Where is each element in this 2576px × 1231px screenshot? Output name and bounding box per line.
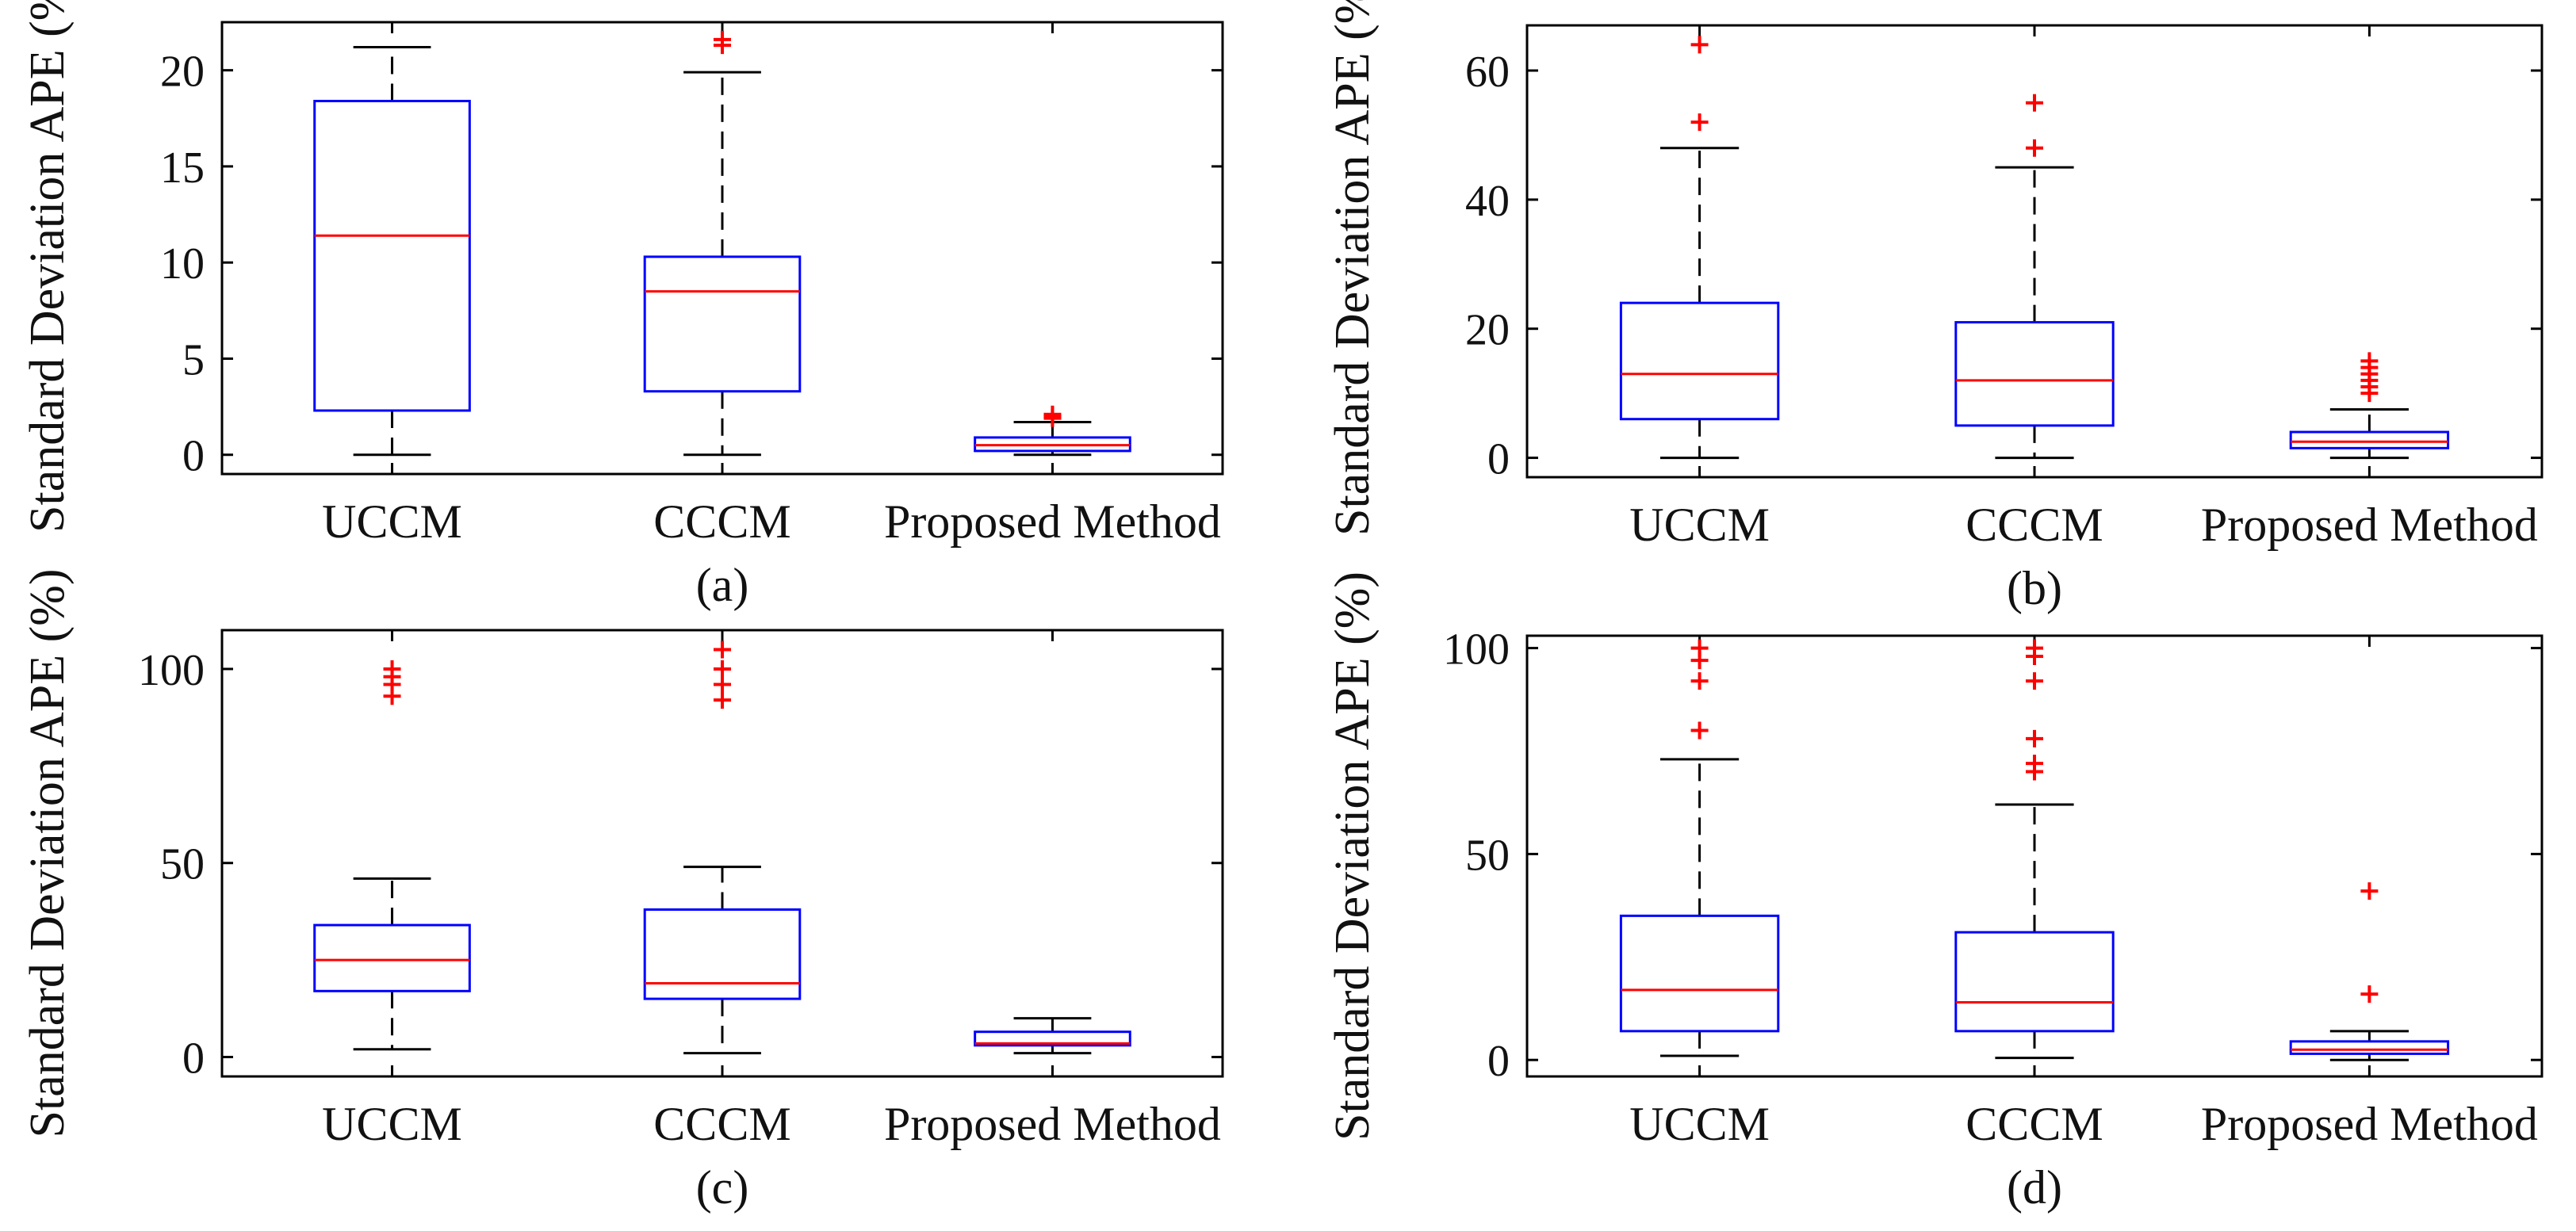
outlier-marker: [1043, 405, 1062, 423]
x-tick-label: Proposed Method: [2201, 499, 2538, 551]
plot-frame: [1525, 634, 2543, 1078]
iqr-box: [643, 908, 802, 1000]
x-tick-label: CCCM: [1965, 1098, 2103, 1150]
outlier-marker: [1690, 672, 1709, 690]
x-tick-label: UCCM: [322, 1098, 462, 1150]
y-tick-label: 0: [1487, 1037, 1510, 1086]
outlier-marker: [714, 30, 731, 48]
panel-label: (a): [696, 559, 749, 611]
x-tick-label: Proposed Method: [884, 495, 1221, 548]
y-tick-label: 10: [160, 239, 205, 289]
panel-label: (c): [696, 1161, 749, 1214]
y-axis-label: Standard Deviation APE (%): [1326, 572, 1380, 1141]
iqr-box: [1954, 321, 2115, 427]
x-tick-label: UCCM: [1629, 1098, 1770, 1150]
iqr-box: [2289, 1040, 2450, 1055]
outlier-marker: [383, 659, 401, 678]
y-tick-label: 100: [1443, 625, 1510, 675]
outlier-marker: [714, 675, 731, 694]
outlier-marker: [2026, 729, 2043, 747]
chart-panel-2: 0 50 100 Standard Deviation APE (%) UCCM CCCM…: [21, 568, 1224, 1214]
chart-panel-0: 0 5 10 15 20 Standard Deviation APE (%) UCCM CC…: [21, 0, 1224, 611]
outlier-marker: [2026, 672, 2043, 690]
outlier-marker: [1690, 721, 1709, 740]
y-axis-label: Standard Deviation APE (%): [21, 0, 75, 533]
panel-label: (b): [2007, 562, 2062, 614]
y-tick-label: 50: [1465, 831, 1510, 880]
panel-label: (d): [2007, 1161, 2062, 1214]
x-tick-label: CCCM: [653, 495, 790, 548]
iqr-box: [2289, 430, 2450, 449]
outlier-marker: [2360, 352, 2379, 370]
y-tick-label: 0: [182, 432, 205, 481]
y-tick-label: 60: [1465, 48, 1510, 97]
y-tick-label: 0: [182, 1034, 205, 1084]
iqr-box: [313, 923, 471, 992]
y-tick-label: 5: [182, 335, 205, 384]
y-tick-label: 20: [160, 48, 205, 97]
outlier-marker: [714, 691, 731, 709]
outlier-marker: [714, 640, 731, 659]
iqr-box: [643, 255, 802, 393]
y-tick-label: 15: [160, 143, 205, 193]
x-tick-label: Proposed Method: [884, 1098, 1221, 1150]
iqr-box: [313, 99, 471, 412]
outlier-marker: [2360, 985, 2379, 1004]
chart-panel-1: 0 20 40 60 Standard Deviation APE (%) UCCM CCC…: [1326, 0, 2543, 614]
y-tick-label: 20: [1465, 306, 1510, 355]
outlier-marker: [1690, 36, 1709, 54]
outlier-marker: [2026, 94, 2043, 112]
y-tick-label: 50: [160, 840, 205, 889]
iqr-box: [1619, 914, 1780, 1033]
outlier-marker: [714, 659, 731, 678]
y-axis-label: Standard Deviation APE (%): [21, 568, 75, 1137]
outlier-marker: [2360, 882, 2379, 900]
iqr-box: [974, 1030, 1131, 1047]
iqr-box: [1619, 301, 1780, 421]
chart-panel-3: 0 50 100 Standard Deviation APE (%) UCCM CCCM…: [1326, 572, 2543, 1214]
outlier-marker: [2026, 139, 2043, 157]
x-tick-label: UCCM: [322, 495, 462, 548]
y-tick-label: 100: [138, 646, 205, 695]
y-tick-label: 0: [1487, 435, 1510, 484]
x-tick-label: CCCM: [653, 1098, 790, 1150]
y-axis-label: Standard Deviation APE (%): [1326, 0, 1380, 536]
outlier-marker: [1690, 113, 1709, 132]
x-tick-label: Proposed Method: [2201, 1098, 2538, 1150]
x-tick-label: UCCM: [1629, 499, 1770, 551]
outlier-marker: [1690, 639, 1709, 657]
y-tick-label: 40: [1465, 177, 1510, 226]
outlier-marker: [2026, 755, 2043, 773]
outlier-marker: [2026, 639, 2043, 657]
iqr-box: [1954, 931, 2115, 1033]
x-tick-label: CCCM: [1965, 499, 2103, 551]
